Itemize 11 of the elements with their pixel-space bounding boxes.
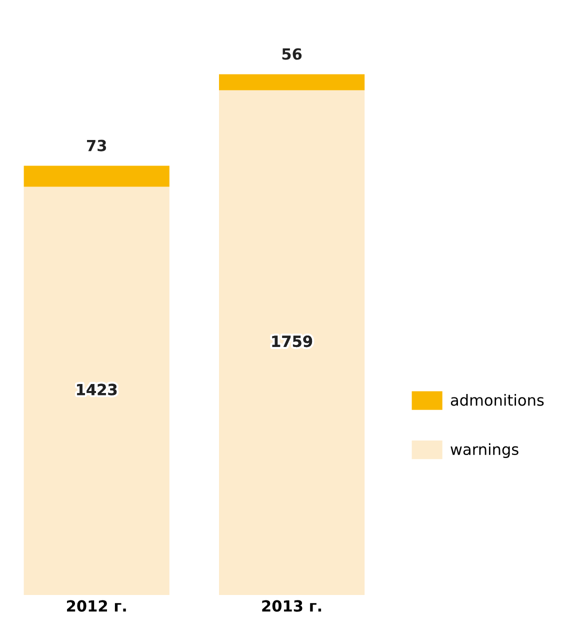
legend-label: admonitions	[450, 394, 544, 406]
x-tick-label: 2012 г.	[67, 600, 126, 612]
bar	[218, 74, 365, 90]
data-label: 1423	[77, 384, 117, 396]
data-label: 56	[282, 48, 302, 60]
bar	[24, 186, 170, 596]
data-label: 73	[87, 140, 106, 152]
data-label: 1759	[272, 336, 312, 348]
bar	[24, 166, 170, 187]
legend-label: warnings	[450, 443, 518, 458]
x-tick-label: 2013 г.	[262, 600, 322, 612]
